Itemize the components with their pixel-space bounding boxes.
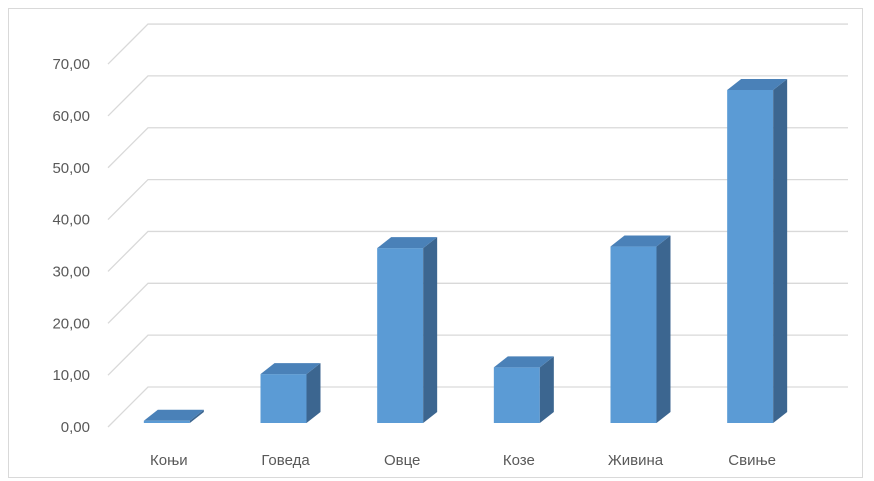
bar-front <box>377 248 424 423</box>
x-tick-label: Говеда <box>261 452 310 469</box>
x-tick-label: Овце <box>384 452 420 469</box>
bar-front <box>260 374 307 423</box>
bar-side <box>189 409 204 423</box>
y-tick-label: 0,00 <box>61 419 90 436</box>
bar-side <box>773 78 788 423</box>
x-tick-label: Коњи <box>150 452 188 469</box>
gridline <box>107 178 848 221</box>
y-tick-label: 50,00 <box>52 160 90 177</box>
y-tick-label: 20,00 <box>52 315 90 332</box>
x-tick-label: Живина <box>608 452 664 469</box>
bar-top <box>260 363 321 375</box>
gridline <box>107 127 848 169</box>
bar-side <box>539 356 554 423</box>
bar-front <box>493 367 540 423</box>
bar-side <box>656 235 671 423</box>
bar-top <box>377 237 438 249</box>
gridline <box>107 75 848 117</box>
y-tick-label: 60,00 <box>52 108 90 125</box>
y-tick-label: 40,00 <box>52 212 90 229</box>
bar-side <box>306 363 321 423</box>
bar-top <box>610 235 671 247</box>
bar-top <box>727 78 788 90</box>
y-tick-label: 30,00 <box>52 263 90 280</box>
x-tick-label: Козе <box>503 452 535 469</box>
bar-top <box>493 356 554 368</box>
bar-side <box>423 237 438 423</box>
gridline <box>107 230 848 272</box>
y-tick-label: 70,00 <box>52 56 90 73</box>
x-tick-label: Свиње <box>728 452 776 469</box>
bar-front <box>610 246 657 423</box>
bar-front <box>727 89 774 423</box>
bar-front <box>143 420 190 423</box>
y-tick-label: 10,00 <box>52 367 90 384</box>
bar-top <box>143 409 204 421</box>
gridline <box>107 23 848 65</box>
